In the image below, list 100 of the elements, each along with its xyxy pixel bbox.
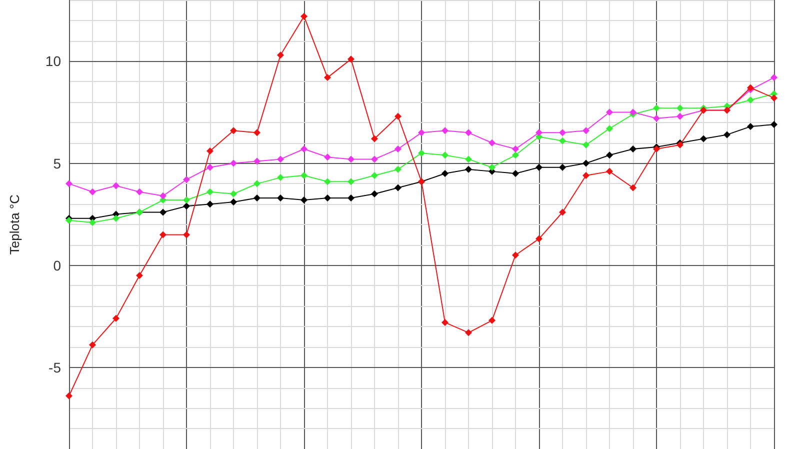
point <box>465 129 472 136</box>
point <box>488 139 496 146</box>
point <box>324 178 331 186</box>
point <box>512 152 519 159</box>
point <box>512 145 519 152</box>
point <box>582 172 590 180</box>
point <box>89 341 96 348</box>
point <box>348 156 354 163</box>
point <box>582 160 590 167</box>
y-tick-label: 10 <box>45 53 62 70</box>
point <box>183 231 190 238</box>
point <box>348 178 354 186</box>
point <box>536 129 542 136</box>
y-tick-label: -5 <box>48 359 62 376</box>
point <box>630 184 636 192</box>
point <box>394 184 402 192</box>
point <box>676 104 684 112</box>
point <box>277 174 284 182</box>
y-tick-label: 0 <box>53 257 62 274</box>
y-tick-label: 5 <box>53 155 62 172</box>
point <box>465 166 472 173</box>
point <box>277 194 284 202</box>
point <box>394 166 402 173</box>
point <box>418 129 425 136</box>
point <box>770 74 778 82</box>
point <box>136 188 143 196</box>
point <box>512 170 519 177</box>
point <box>582 127 590 134</box>
point <box>488 164 496 171</box>
point <box>442 170 448 177</box>
point <box>676 112 684 120</box>
point <box>230 160 237 167</box>
point <box>700 135 707 142</box>
point <box>559 129 566 136</box>
point <box>324 194 331 202</box>
point <box>465 329 472 336</box>
point <box>606 125 613 132</box>
point <box>254 129 260 136</box>
point <box>465 156 472 163</box>
point <box>160 192 166 200</box>
point <box>770 120 778 128</box>
point <box>277 156 284 163</box>
point <box>254 194 260 202</box>
point <box>183 202 190 210</box>
point <box>324 154 331 161</box>
point <box>300 12 308 20</box>
point <box>488 316 496 324</box>
point <box>747 96 754 104</box>
point <box>442 318 448 326</box>
point <box>348 56 354 63</box>
point <box>66 180 72 188</box>
point <box>606 108 613 116</box>
point <box>112 314 120 322</box>
point <box>254 158 260 165</box>
point <box>183 176 190 184</box>
point <box>230 127 237 134</box>
point <box>653 114 660 122</box>
point <box>747 123 754 130</box>
point <box>536 164 542 171</box>
point <box>371 190 378 198</box>
point <box>160 231 166 238</box>
point <box>136 272 143 280</box>
point <box>371 135 378 142</box>
point <box>300 172 308 180</box>
point <box>324 74 331 82</box>
point <box>394 112 402 120</box>
point <box>536 235 542 242</box>
point <box>582 141 590 148</box>
point <box>89 188 96 196</box>
point <box>653 104 660 112</box>
point <box>606 168 613 175</box>
point <box>348 194 354 202</box>
point <box>254 180 260 188</box>
point <box>206 200 214 208</box>
point <box>206 148 214 155</box>
point <box>371 172 378 180</box>
point <box>630 145 636 152</box>
point <box>112 214 120 222</box>
point <box>418 150 425 157</box>
point <box>206 164 214 171</box>
point <box>300 196 308 204</box>
point <box>606 152 613 159</box>
point <box>160 208 166 216</box>
point <box>371 156 378 163</box>
point <box>230 190 237 198</box>
point <box>89 218 96 226</box>
point <box>394 145 402 152</box>
point <box>442 127 448 134</box>
point <box>559 164 566 171</box>
point <box>206 188 214 196</box>
point <box>724 131 730 138</box>
point <box>66 392 72 400</box>
point <box>559 137 566 144</box>
point <box>442 152 448 159</box>
point <box>230 198 237 206</box>
point <box>112 182 120 190</box>
point <box>300 145 308 152</box>
point <box>512 252 519 259</box>
point <box>183 196 190 204</box>
point <box>559 208 566 216</box>
